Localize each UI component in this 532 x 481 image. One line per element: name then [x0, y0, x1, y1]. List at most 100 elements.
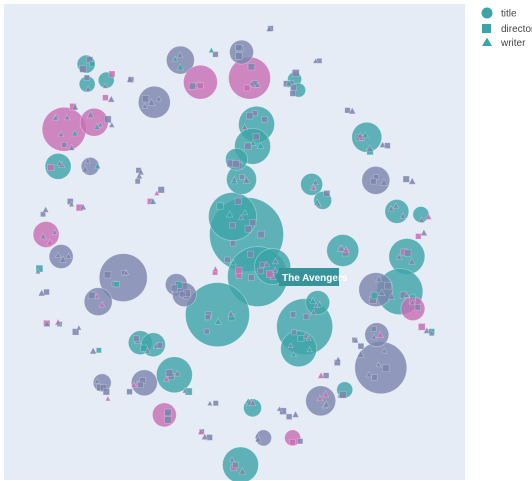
title-bubble[interactable]: [79, 107, 109, 137]
writer-marker[interactable]: [377, 288, 386, 297]
director-marker[interactable]: [137, 381, 144, 389]
director-marker[interactable]: [289, 439, 296, 446]
writer-marker[interactable]: [54, 318, 62, 326]
title-bubble[interactable]: [185, 282, 250, 348]
title-bubble[interactable]: [229, 39, 254, 65]
writer-marker[interactable]: [42, 205, 50, 213]
writer-marker[interactable]: [238, 467, 247, 475]
director-marker[interactable]: [249, 219, 257, 227]
director-marker[interactable]: [79, 65, 87, 73]
director-marker[interactable]: [104, 115, 112, 124]
writer-marker[interactable]: [84, 157, 91, 164]
title-bubble[interactable]: [300, 172, 324, 196]
director-marker[interactable]: [89, 61, 95, 68]
writer-marker[interactable]: [81, 165, 89, 173]
writer-marker[interactable]: [392, 202, 400, 209]
director-marker[interactable]: [266, 270, 274, 278]
writer-marker[interactable]: [230, 258, 237, 266]
director-marker[interactable]: [141, 95, 150, 103]
writer-marker[interactable]: [201, 432, 209, 440]
writer-marker[interactable]: [428, 329, 436, 337]
writer-marker[interactable]: [375, 361, 382, 368]
writer-marker[interactable]: [310, 184, 317, 191]
director-marker[interactable]: [384, 281, 392, 290]
director-marker[interactable]: [108, 70, 116, 78]
writer-marker[interactable]: [126, 75, 134, 83]
title-bubble[interactable]: [44, 152, 72, 180]
writer-marker[interactable]: [107, 95, 116, 103]
writer-marker[interactable]: [271, 266, 279, 273]
writer-marker[interactable]: [317, 371, 325, 379]
writer-marker[interactable]: [420, 228, 428, 236]
writer-marker[interactable]: [253, 81, 261, 88]
director-marker[interactable]: [83, 74, 90, 81]
writer-marker[interactable]: [423, 326, 431, 334]
director-marker[interactable]: [188, 82, 196, 90]
writer-marker[interactable]: [356, 350, 365, 358]
writer-marker[interactable]: [249, 399, 257, 406]
writer-marker[interactable]: [424, 212, 433, 220]
writer-marker[interactable]: [316, 394, 324, 402]
writer-marker[interactable]: [227, 310, 235, 318]
director-marker[interactable]: [257, 230, 265, 239]
director-marker[interactable]: [244, 142, 252, 150]
title-bubble[interactable]: [165, 45, 195, 75]
writer-marker[interactable]: [306, 346, 313, 353]
director-marker[interactable]: [164, 415, 172, 424]
director-marker[interactable]: [381, 364, 390, 373]
writer-marker[interactable]: [291, 410, 300, 418]
writer-marker[interactable]: [352, 336, 359, 344]
director-marker[interactable]: [102, 388, 110, 396]
director-marker[interactable]: [415, 233, 422, 240]
director-marker[interactable]: [244, 225, 252, 233]
director-marker[interactable]: [291, 69, 300, 77]
title-bubble[interactable]: [384, 199, 410, 224]
writer-marker[interactable]: [59, 255, 67, 263]
writer-marker[interactable]: [409, 298, 416, 306]
director-marker[interactable]: [72, 328, 80, 336]
director-marker[interactable]: [339, 391, 347, 399]
writer-marker[interactable]: [71, 103, 79, 111]
director-marker[interactable]: [47, 164, 55, 172]
director-marker[interactable]: [418, 323, 426, 331]
writer-marker[interactable]: [130, 381, 138, 388]
writer-marker[interactable]: [153, 189, 160, 196]
director-marker[interactable]: [297, 438, 304, 445]
writer-marker[interactable]: [149, 197, 157, 205]
director-marker[interactable]: [279, 407, 287, 415]
director-marker[interactable]: [252, 133, 260, 141]
title-bubble[interactable]: [364, 322, 390, 348]
writer-marker[interactable]: [310, 308, 317, 316]
writer-marker[interactable]: [254, 435, 262, 443]
writer-marker[interactable]: [356, 131, 364, 139]
writer-marker[interactable]: [93, 292, 100, 299]
writer-marker[interactable]: [248, 80, 256, 87]
writer-marker[interactable]: [387, 292, 396, 300]
writer-marker[interactable]: [225, 209, 234, 218]
director-marker[interactable]: [290, 311, 297, 318]
director-marker[interactable]: [95, 347, 102, 354]
writer-marker[interactable]: [231, 175, 238, 182]
writer-marker[interactable]: [163, 375, 170, 382]
writer-marker[interactable]: [206, 399, 214, 406]
director-marker[interactable]: [239, 174, 245, 180]
writer-marker[interactable]: [381, 347, 388, 354]
director-marker[interactable]: [402, 175, 410, 183]
director-marker[interactable]: [247, 62, 256, 71]
writer-marker[interactable]: [208, 46, 215, 53]
director-marker[interactable]: [322, 372, 330, 379]
writer-marker[interactable]: [102, 82, 109, 89]
director-marker[interactable]: [235, 266, 243, 274]
writer-marker[interactable]: [322, 400, 330, 408]
director-marker[interactable]: [229, 240, 237, 247]
director-marker[interactable]: [245, 111, 254, 120]
director-marker[interactable]: [170, 284, 178, 292]
writer-marker[interactable]: [84, 85, 92, 92]
director-marker[interactable]: [164, 408, 172, 417]
writer-marker[interactable]: [97, 121, 104, 128]
director-marker[interactable]: [157, 186, 165, 194]
director-marker[interactable]: [285, 413, 293, 420]
writer-marker[interactable]: [79, 203, 87, 211]
writer-marker[interactable]: [241, 208, 249, 216]
writer-marker[interactable]: [403, 291, 410, 298]
